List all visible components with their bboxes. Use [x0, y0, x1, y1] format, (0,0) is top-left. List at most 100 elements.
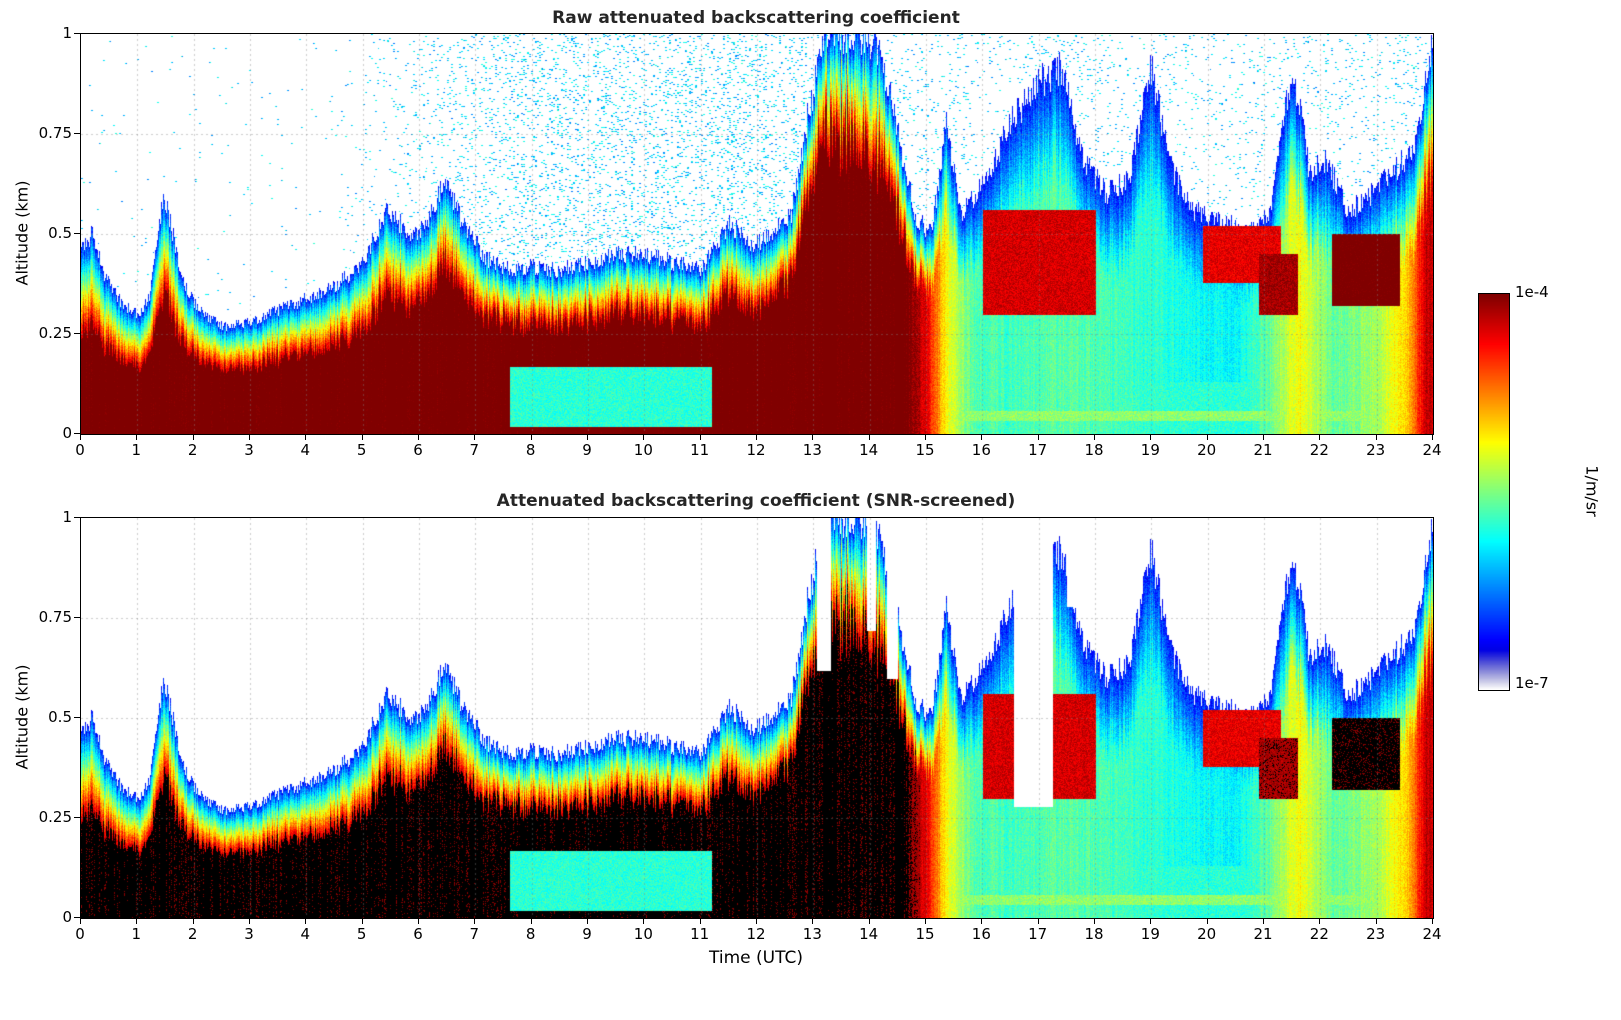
x-tickmark-1-11 — [700, 918, 701, 924]
x-tickmark-0-9 — [587, 434, 588, 440]
y-tick-label-0-0.25: 0.25 — [38, 324, 72, 342]
x-tick-label-1-21: 21 — [1253, 925, 1273, 943]
x-tickmark-1-24 — [1432, 918, 1433, 924]
x-tick-label-1-11: 11 — [690, 925, 710, 943]
x-tickmark-0-3 — [249, 434, 250, 440]
x-tickmark-1-20 — [1207, 918, 1208, 924]
x-tickmark-1-22 — [1319, 918, 1320, 924]
x-tick-label-1-8: 8 — [525, 925, 536, 943]
x-tick-label-0-7: 7 — [469, 441, 480, 459]
screened-heatmap-plot — [80, 517, 1434, 919]
x-tick-label-0-5: 5 — [356, 441, 367, 459]
colorbar-unit-label: 1/m/sr — [1582, 465, 1602, 517]
x-tickmark-0-20 — [1207, 434, 1208, 440]
y-tick-label-1-0.75: 0.75 — [38, 608, 72, 626]
raw-heatmap-plot — [80, 33, 1434, 435]
x-tick-label-1-0: 0 — [75, 925, 85, 943]
y-tickmark-1-0.75 — [74, 617, 80, 618]
x-tick-label-0-0: 0 — [75, 441, 85, 459]
y-tickmark-1-1 — [74, 517, 80, 518]
colorbar — [1478, 293, 1510, 691]
x-tickmark-0-16 — [981, 434, 982, 440]
x-tickmark-1-6 — [418, 918, 419, 924]
x-tick-label-0-11: 11 — [690, 441, 710, 459]
x-tick-label-1-14: 14 — [859, 925, 879, 943]
x-axis-label: Time (UTC) — [709, 948, 803, 968]
y-tick-label-1-0.25: 0.25 — [38, 808, 72, 826]
x-tick-label-1-7: 7 — [469, 925, 480, 943]
x-tick-label-1-17: 17 — [1028, 925, 1048, 943]
x-tickmark-1-15 — [925, 918, 926, 924]
x-tick-label-1-6: 6 — [413, 925, 423, 943]
x-tick-label-0-12: 12 — [746, 441, 766, 459]
x-tick-label-0-15: 15 — [915, 441, 935, 459]
x-tick-label-1-13: 13 — [802, 925, 822, 943]
x-tick-label-1-19: 19 — [1140, 925, 1160, 943]
y-tickmark-0-0.25 — [74, 333, 80, 334]
x-tickmark-0-5 — [362, 434, 363, 440]
x-tick-label-0-6: 6 — [413, 441, 423, 459]
y-tickmark-0-0 — [74, 433, 80, 434]
x-tickmark-0-11 — [700, 434, 701, 440]
x-tickmark-1-5 — [362, 918, 363, 924]
x-tickmark-0-19 — [1150, 434, 1151, 440]
y-tickmark-1-0.5 — [74, 717, 80, 718]
x-tickmark-0-12 — [756, 434, 757, 440]
x-tickmark-0-8 — [531, 434, 532, 440]
y-tick-label-1-0.5: 0.5 — [48, 708, 72, 726]
x-tickmark-1-17 — [1038, 918, 1039, 924]
x-tickmark-0-6 — [418, 434, 419, 440]
x-tick-label-0-17: 17 — [1028, 441, 1048, 459]
x-tick-label-1-15: 15 — [915, 925, 935, 943]
y-tickmark-1-0.25 — [74, 817, 80, 818]
x-tickmark-0-10 — [643, 434, 644, 440]
x-tick-label-1-2: 2 — [187, 925, 198, 943]
y-tick-label-0-0: 0 — [62, 424, 72, 442]
x-tick-label-0-10: 10 — [633, 441, 653, 459]
x-tickmark-0-23 — [1376, 434, 1377, 440]
screened-panel-title: Attenuated backscattering coefficient (S… — [496, 491, 1016, 511]
x-tickmark-1-13 — [812, 918, 813, 924]
x-tickmark-1-1 — [136, 918, 137, 924]
y-tick-label-1-0: 0 — [62, 908, 72, 926]
x-tick-label-0-19: 19 — [1140, 441, 1160, 459]
x-tickmark-0-24 — [1432, 434, 1433, 440]
x-tickmark-1-18 — [1094, 918, 1095, 924]
x-tickmark-0-1 — [136, 434, 137, 440]
x-tickmark-1-19 — [1150, 918, 1151, 924]
x-tickmark-1-2 — [193, 918, 194, 924]
x-tick-label-1-16: 16 — [971, 925, 991, 943]
x-tick-label-1-23: 23 — [1366, 925, 1386, 943]
x-tick-label-1-9: 9 — [582, 925, 592, 943]
x-tick-label-1-24: 24 — [1422, 925, 1442, 943]
x-tickmark-0-13 — [812, 434, 813, 440]
x-tick-label-0-14: 14 — [859, 441, 879, 459]
x-tickmark-1-8 — [531, 918, 532, 924]
x-tickmark-1-10 — [643, 918, 644, 924]
x-tickmark-1-12 — [756, 918, 757, 924]
y-tickmark-0-0.5 — [74, 233, 80, 234]
x-tick-label-0-20: 20 — [1197, 441, 1217, 459]
x-tick-label-0-21: 21 — [1253, 441, 1273, 459]
x-tick-label-1-1: 1 — [131, 925, 142, 943]
x-tickmark-0-21 — [1263, 434, 1264, 440]
y-tickmark-0-1 — [74, 33, 80, 34]
x-tickmark-1-21 — [1263, 918, 1264, 924]
x-tickmark-0-14 — [869, 434, 870, 440]
x-tick-label-1-18: 18 — [1084, 925, 1104, 943]
x-tick-label-1-4: 4 — [300, 925, 311, 943]
raw-panel-title: Raw attenuated backscattering coefficien… — [552, 8, 960, 28]
x-tickmark-0-2 — [193, 434, 194, 440]
x-tick-label-1-3: 3 — [244, 925, 254, 943]
colorbar-max-label: 1e-4 — [1515, 283, 1549, 301]
x-tickmark-0-15 — [925, 434, 926, 440]
raw-heatmap-canvas — [81, 34, 1433, 434]
y-tick-label-1-1: 1 — [62, 508, 72, 526]
x-tick-label-1-10: 10 — [633, 925, 653, 943]
x-tick-label-0-18: 18 — [1084, 441, 1104, 459]
x-tick-label-0-22: 22 — [1309, 441, 1329, 459]
y-tick-label-0-0.5: 0.5 — [48, 224, 72, 242]
x-tickmark-1-0 — [80, 918, 81, 924]
x-tick-label-0-24: 24 — [1422, 441, 1442, 459]
